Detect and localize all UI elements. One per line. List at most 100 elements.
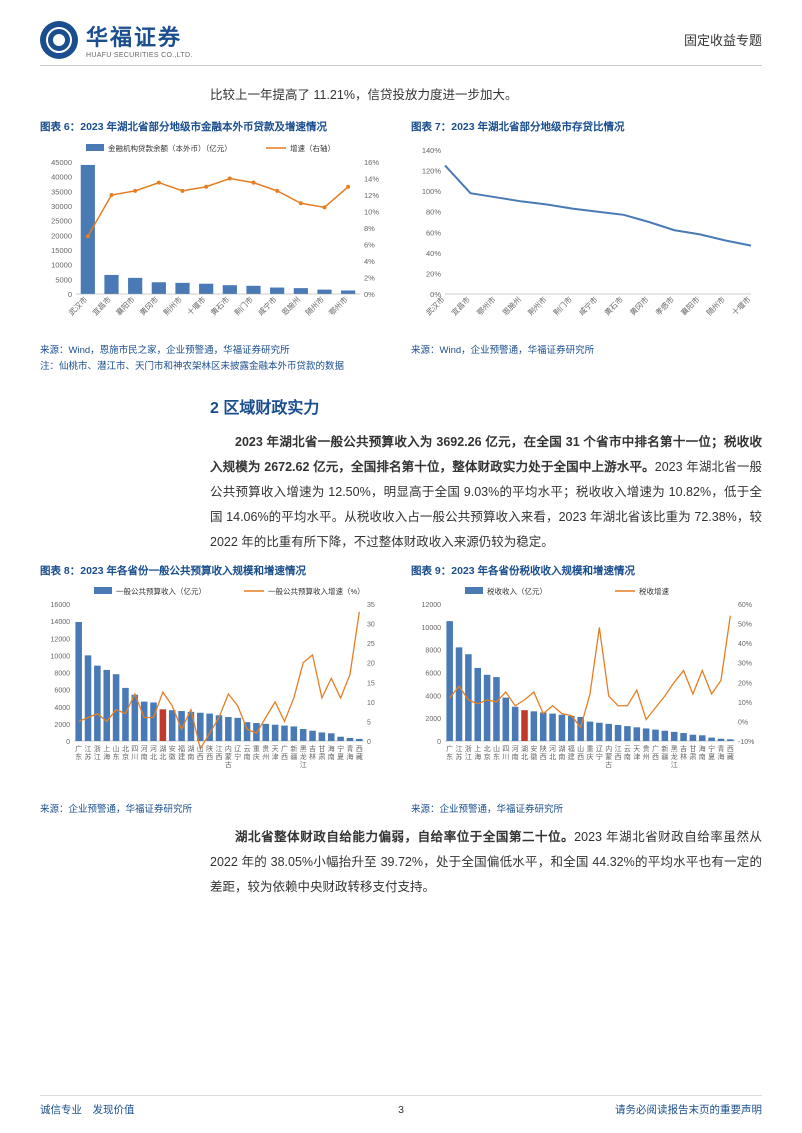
svg-text:藏: 藏 xyxy=(727,752,734,761)
svg-text:贵: 贵 xyxy=(262,744,269,753)
svg-text:40%: 40% xyxy=(426,248,441,257)
svg-text:湖: 湖 xyxy=(521,744,528,753)
svg-text:安: 安 xyxy=(169,744,176,753)
svg-text:福: 福 xyxy=(178,744,185,753)
footer-left: 诚信专业 发现价值 xyxy=(40,1102,135,1117)
logo: 华福证券 HUAFU SECURITIES CO.,LTD. xyxy=(40,20,193,59)
svg-text:云: 云 xyxy=(624,745,631,753)
svg-text:南: 南 xyxy=(512,752,519,761)
svg-text:4000: 4000 xyxy=(54,704,70,711)
svg-text:四: 四 xyxy=(502,745,509,753)
chart6-source: 来源：Wind，恩施市民之家，企业预警通，华福证券研究所 xyxy=(40,342,391,356)
chart9: 税收收入（亿元）税收增速020004000600080001000012000-… xyxy=(411,582,762,797)
svg-text:2000: 2000 xyxy=(425,716,441,723)
svg-text:江: 江 xyxy=(615,745,622,753)
svg-text:0%: 0% xyxy=(364,290,375,299)
svg-text:上: 上 xyxy=(103,744,110,753)
svg-text:增速（右轴）: 增速（右轴） xyxy=(290,143,335,153)
svg-text:宁: 宁 xyxy=(708,744,715,753)
svg-text:庆: 庆 xyxy=(587,752,594,761)
svg-text:西: 西 xyxy=(206,753,213,761)
svg-text:古: 古 xyxy=(225,760,232,769)
svg-text:肃: 肃 xyxy=(318,752,325,761)
svg-text:0: 0 xyxy=(437,739,441,746)
svg-text:蒙: 蒙 xyxy=(225,752,232,761)
svg-text:5000: 5000 xyxy=(55,275,72,284)
svg-text:10000: 10000 xyxy=(51,260,72,269)
svg-text:6000: 6000 xyxy=(425,670,441,677)
svg-text:荆州市: 荆州市 xyxy=(161,293,184,316)
chart-row-1: 图表 6：2023 年湖北省部分地级市金融本外币贷款及增速情况 金融机构贷款余额… xyxy=(40,119,762,372)
svg-text:12000: 12000 xyxy=(422,602,442,609)
svg-text:北: 北 xyxy=(159,753,166,761)
svg-text:重: 重 xyxy=(587,745,594,753)
para1: 2023 年湖北省一般公共预算收入为 3692.26 亿元，在全国 31 个省市… xyxy=(210,430,762,555)
svg-text:6000: 6000 xyxy=(54,687,70,694)
svg-text:重: 重 xyxy=(253,745,260,753)
svg-text:疆: 疆 xyxy=(290,753,297,761)
svg-text:25: 25 xyxy=(367,641,375,648)
svg-text:8000: 8000 xyxy=(54,670,70,677)
svg-text:北: 北 xyxy=(484,745,491,753)
svg-text:夏: 夏 xyxy=(337,753,344,761)
svg-text:十堰市: 十堰市 xyxy=(185,293,208,316)
svg-text:海: 海 xyxy=(346,752,353,761)
svg-text:宁: 宁 xyxy=(234,752,241,761)
svg-text:2%: 2% xyxy=(364,273,375,282)
svg-text:江: 江 xyxy=(671,761,678,769)
svg-text:10000: 10000 xyxy=(422,624,442,631)
svg-text:西: 西 xyxy=(216,753,223,761)
svg-text:内: 内 xyxy=(605,744,612,753)
svg-text:4000: 4000 xyxy=(425,693,441,700)
svg-text:0%: 0% xyxy=(738,719,748,726)
svg-text:青: 青 xyxy=(717,744,724,753)
logo-mark xyxy=(40,21,78,59)
svg-text:南: 南 xyxy=(328,752,335,761)
svg-text:10: 10 xyxy=(367,699,375,706)
svg-text:内: 内 xyxy=(225,744,232,753)
svg-text:恩施州: 恩施州 xyxy=(500,294,523,317)
svg-text:蒙: 蒙 xyxy=(605,752,612,761)
svg-text:恩施州: 恩施州 xyxy=(279,294,302,317)
svg-text:16%: 16% xyxy=(364,158,379,167)
svg-text:黄石市: 黄石市 xyxy=(208,293,231,316)
logo-cn: 华福证券 xyxy=(86,20,193,52)
svg-text:浙: 浙 xyxy=(465,744,472,753)
svg-text:龙: 龙 xyxy=(671,752,678,761)
svg-text:西: 西 xyxy=(197,753,204,761)
svg-text:海: 海 xyxy=(103,752,110,761)
svg-text:河: 河 xyxy=(549,745,556,753)
svg-text:安: 安 xyxy=(530,744,537,753)
svg-text:苏: 苏 xyxy=(456,752,463,761)
svg-text:税收收入（亿元）: 税收收入（亿元） xyxy=(487,586,547,596)
svg-text:河: 河 xyxy=(150,745,157,753)
svg-text:鄂州市: 鄂州市 xyxy=(474,293,497,316)
svg-text:山: 山 xyxy=(113,744,120,753)
chart9-source: 来源：企业预警通，华福证券研究所 xyxy=(411,801,762,815)
svg-text:8%: 8% xyxy=(364,224,375,233)
svg-text:宜昌市: 宜昌市 xyxy=(90,293,113,316)
svg-text:四: 四 xyxy=(131,745,138,753)
svg-text:14000: 14000 xyxy=(51,619,71,626)
svg-text:海: 海 xyxy=(328,744,335,753)
svg-text:宁: 宁 xyxy=(337,744,344,753)
svg-text:浙: 浙 xyxy=(94,744,101,753)
svg-text:东: 东 xyxy=(493,752,500,761)
svg-text:吉: 吉 xyxy=(680,745,687,753)
svg-text:肃: 肃 xyxy=(689,752,696,761)
chart7-source: 来源：Wind，企业预警通，华福证券研究所 xyxy=(411,342,762,356)
svg-text:南: 南 xyxy=(141,752,148,761)
svg-text:上: 上 xyxy=(474,744,481,753)
svg-text:黄冈市: 黄冈市 xyxy=(627,293,650,316)
svg-text:15: 15 xyxy=(367,680,375,687)
svg-text:广: 广 xyxy=(652,744,659,753)
svg-text:25000: 25000 xyxy=(51,216,72,225)
svg-text:湖: 湖 xyxy=(159,744,166,753)
svg-text:龙: 龙 xyxy=(300,752,307,761)
chart8-title: 图表 8：2023 年各省份一般公共预算收入规模和增速情况 xyxy=(40,563,391,578)
svg-text:12000: 12000 xyxy=(51,636,71,643)
svg-text:南: 南 xyxy=(244,752,251,761)
svg-text:建: 建 xyxy=(178,752,185,761)
svg-text:南: 南 xyxy=(558,752,565,761)
chart6: 金融机构贷款余额（本外币）（亿元）增速（右轴）05000100001500020… xyxy=(40,138,391,338)
